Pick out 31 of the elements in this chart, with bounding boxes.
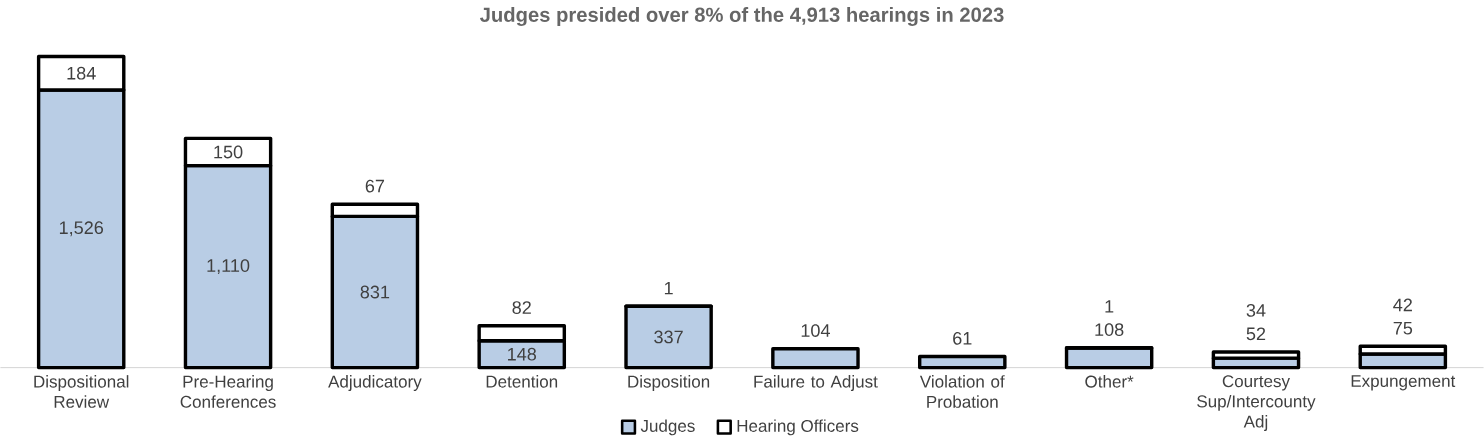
legend-label: Hearing Officers bbox=[737, 419, 859, 436]
data-label: 148 bbox=[508, 347, 537, 361]
x-tick-label: Expungement bbox=[1351, 374, 1456, 391]
data-label: 42 bbox=[1393, 298, 1412, 311]
x-tick-label: Dispositional Review bbox=[34, 374, 129, 408]
data-label: 337 bbox=[654, 330, 683, 344]
data-label: 831 bbox=[360, 285, 390, 299]
x-tick-label: Disposition bbox=[628, 374, 710, 391]
data-label: 1 bbox=[1105, 299, 1114, 313]
data-label: 67 bbox=[365, 179, 385, 193]
data-label: 108 bbox=[1095, 322, 1124, 336]
data-label: 34 bbox=[1246, 303, 1266, 317]
x-tick-label: Courtesy Sup/Intercounty Adj bbox=[1197, 374, 1316, 431]
data-label: 184 bbox=[67, 66, 96, 80]
x-tick-label: Pre-Hearing Conferences bbox=[180, 374, 276, 408]
data-label: 75 bbox=[1393, 321, 1413, 335]
data-label: 150 bbox=[214, 145, 243, 159]
legend-label: Judges bbox=[640, 419, 695, 436]
x-tick-label: Adjudicatory bbox=[328, 374, 422, 391]
data-label: 82 bbox=[512, 300, 531, 314]
data-label: 61 bbox=[953, 331, 972, 345]
x-tick-label: Detention bbox=[486, 374, 558, 388]
data-label: 1,526 bbox=[59, 221, 104, 237]
x-tick-label: Other* bbox=[1085, 374, 1134, 388]
data-label: 52 bbox=[1246, 327, 1266, 340]
data-label: 1,110 bbox=[207, 258, 250, 274]
chart-title: Judges presided over 8% of the 4,913 hearings in 2023 bbox=[479, 6, 1004, 26]
data-label: 104 bbox=[801, 323, 830, 337]
x-tick-label: Violation of Probation bbox=[919, 374, 1005, 408]
data-label: 1 bbox=[664, 281, 673, 295]
x-tick-label: Failure to Adjust bbox=[754, 374, 878, 391]
